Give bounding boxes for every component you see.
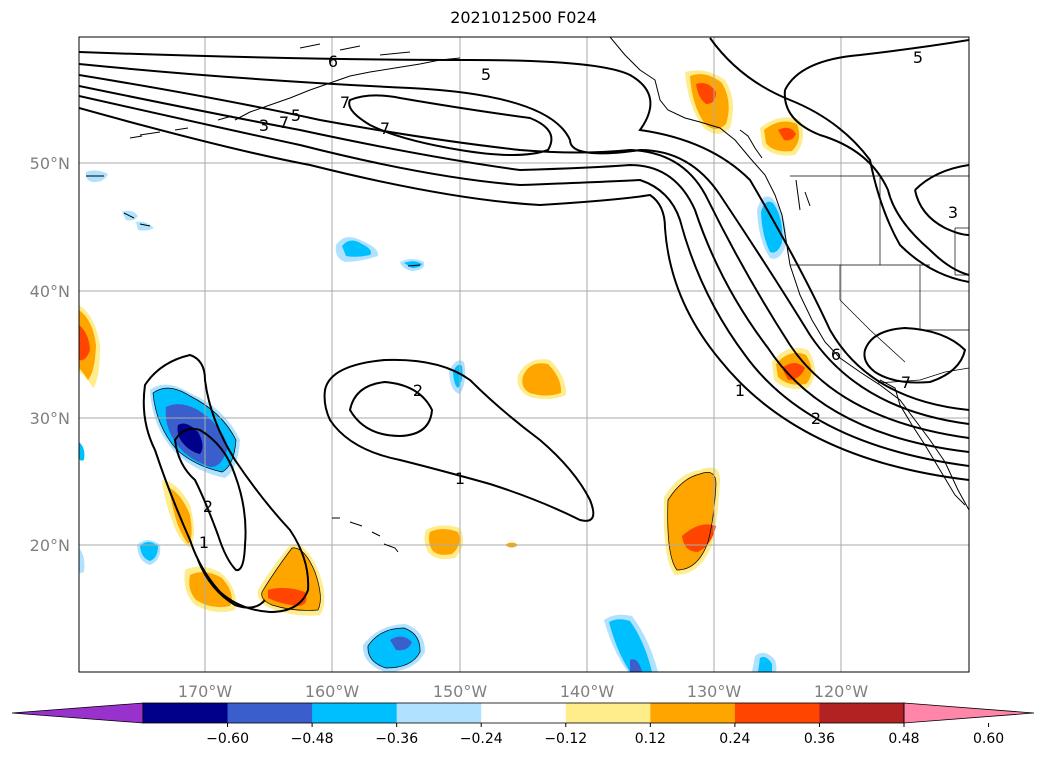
contour-label: 1	[199, 533, 209, 552]
lon-label: 170°W	[178, 682, 233, 701]
colorbar-swatch	[819, 703, 905, 723]
colorbar-swatch	[565, 703, 651, 723]
contour-label: 5	[291, 106, 301, 125]
colorbar-frame	[142, 702, 905, 724]
contour-label: 3	[259, 116, 269, 135]
colorbar-swatch	[650, 703, 736, 723]
colorbar-swatch	[312, 703, 398, 723]
colorbar-tick-label: −0.60	[206, 731, 249, 747]
contour-label: 6	[831, 345, 841, 364]
contour-label: 5	[913, 48, 923, 67]
contour-label: 2	[413, 381, 423, 400]
colorbar-swatch	[227, 703, 313, 723]
contour-lines	[79, 37, 969, 614]
contour-label: 7	[279, 113, 289, 132]
contour-label: 7	[901, 373, 911, 392]
colorbar-extend-low	[11, 702, 144, 724]
lat-label: 40°N	[30, 282, 70, 301]
colorbar-swatch	[143, 703, 229, 723]
map-frame	[78, 36, 970, 673]
colorbar-tick-label: 0.60	[973, 731, 1004, 747]
latitude-labels: 50°N 40°N 30°N 20°N	[30, 154, 70, 555]
contour-labels: 6 5 5 7 7 3 7 5 2 1 2 1 1 2 6 7 3	[199, 48, 958, 552]
contour-label: 7	[380, 119, 390, 138]
colorbar-tick-label: 0.12	[635, 731, 666, 747]
lat-label: 20°N	[30, 536, 70, 555]
contour-label: 2	[811, 409, 821, 428]
colorbar-tick-label: 0.48	[888, 731, 919, 747]
contour-label: 3	[948, 203, 958, 222]
colorbar-tick-label: 0.36	[804, 731, 835, 747]
graticule	[79, 37, 969, 672]
colorbar-tick-label: −0.12	[544, 731, 587, 747]
contour-label: 1	[735, 381, 745, 400]
lon-label: 130°W	[687, 682, 742, 701]
lon-label: 140°W	[560, 682, 615, 701]
colorbar-extend-high	[903, 702, 1035, 724]
contour-label: 5	[481, 65, 491, 84]
colorbar-swatch	[734, 703, 820, 723]
colorbar-swatch	[396, 703, 482, 723]
map-title: 2021012500 F024	[450, 8, 597, 27]
shade-outlines	[152, 387, 717, 669]
lat-label: 50°N	[30, 154, 70, 173]
lon-label: 150°W	[433, 682, 488, 701]
colorbar-tick-label: 0.24	[719, 731, 750, 747]
lat-label: 30°N	[30, 409, 70, 428]
lon-label: 160°W	[305, 682, 360, 701]
map-panel: 6 5 5 7 7 3 7 5 2 1 2 1 1 2 6 7 3	[79, 37, 969, 672]
contour-label: 1	[455, 469, 465, 488]
contour-label: 6	[328, 52, 338, 71]
lon-label: 120°W	[814, 682, 869, 701]
colorbar-swatch	[481, 703, 567, 723]
colorbar: −0.60 −0.48 −0.36 −0.24 −0.12 0.12 0.24 0.36 0.4…	[11, 702, 1035, 747]
colorbar-tick-label: −0.36	[375, 731, 418, 747]
contour-label: 2	[203, 497, 213, 516]
contour-label: 7	[340, 93, 350, 112]
longitude-labels: 170°W 160°W 150°W 140°W 130°W 120°W	[178, 682, 869, 701]
colorbar-tick-label: −0.48	[291, 731, 334, 747]
colorbar-tick-label: −0.24	[460, 731, 503, 747]
